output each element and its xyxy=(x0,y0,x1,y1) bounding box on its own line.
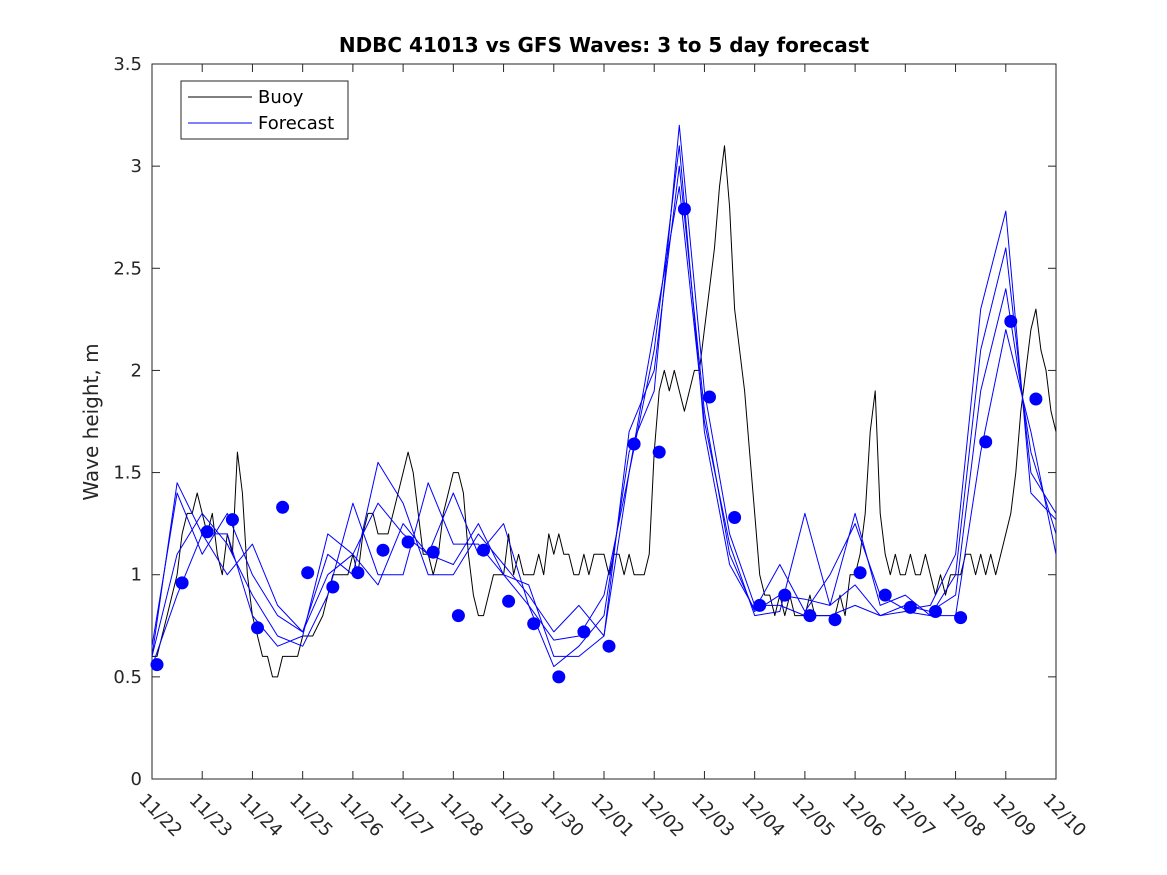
forecast-marker xyxy=(703,390,716,404)
forecast-marker xyxy=(326,580,340,594)
forecast-marker xyxy=(903,600,917,614)
forecast-marker xyxy=(954,611,968,625)
y-tick-label: 1.5 xyxy=(113,463,142,484)
forecast-marker xyxy=(502,594,516,608)
forecast-marker xyxy=(451,609,465,623)
forecast-marker xyxy=(552,670,566,684)
forecast-marker xyxy=(577,625,591,639)
forecast-marker xyxy=(778,588,792,602)
forecast-marker xyxy=(376,543,390,557)
forecast-marker xyxy=(602,639,616,653)
legend-buoy-label: Buoy xyxy=(258,87,304,108)
forecast-marker xyxy=(175,576,189,590)
chart-title: NDBC 41013 vs GFS Waves: 3 to 5 day fore… xyxy=(339,33,870,57)
forecast-marker xyxy=(652,445,666,459)
forecast-marker xyxy=(853,566,867,580)
y-axis-label: Wave height, m xyxy=(79,343,103,500)
y-tick-label: 2.5 xyxy=(113,258,142,279)
forecast-marker xyxy=(426,545,440,559)
forecast-marker xyxy=(979,435,993,449)
y-tick-label: 2 xyxy=(131,360,142,381)
forecast-marker xyxy=(1004,314,1018,328)
forecast-marker xyxy=(150,658,164,672)
y-tick-label: 3.5 xyxy=(113,54,142,75)
forecast-marker xyxy=(301,566,315,580)
plot-area xyxy=(151,63,1057,780)
forecast-marker xyxy=(803,609,817,623)
y-tick-label: 0 xyxy=(131,769,142,790)
forecast-marker xyxy=(276,500,290,514)
forecast-marker xyxy=(251,621,264,635)
marker-layer xyxy=(150,202,1043,684)
y-tick-label: 0.5 xyxy=(113,667,142,688)
forecast-marker xyxy=(677,202,691,216)
forecast-marker xyxy=(828,613,842,627)
forecast-marker xyxy=(728,511,742,524)
forecast-marker xyxy=(477,543,490,557)
forecast-marker xyxy=(878,588,892,602)
forecast-marker xyxy=(351,566,365,580)
forecast-series-line-1 xyxy=(151,124,1057,668)
legend: Buoy Forecast xyxy=(180,80,349,140)
forecast-marker xyxy=(929,605,942,618)
forecast-marker xyxy=(200,525,214,539)
forecast-marker xyxy=(627,437,641,451)
legend-forecast-label: Forecast xyxy=(258,113,334,134)
legend-box xyxy=(180,80,349,140)
forecast-marker xyxy=(401,535,415,549)
y-axis: 0 0.5 1 1.5 2 2.5 3 3.5 xyxy=(113,54,1056,790)
y-tick-label: 1 xyxy=(131,565,142,586)
forecast-marker xyxy=(753,598,767,612)
forecast-marker xyxy=(225,513,239,527)
y-tick-label: 3 xyxy=(131,156,142,177)
forecast-marker xyxy=(1029,392,1043,406)
forecast-marker xyxy=(527,617,541,631)
